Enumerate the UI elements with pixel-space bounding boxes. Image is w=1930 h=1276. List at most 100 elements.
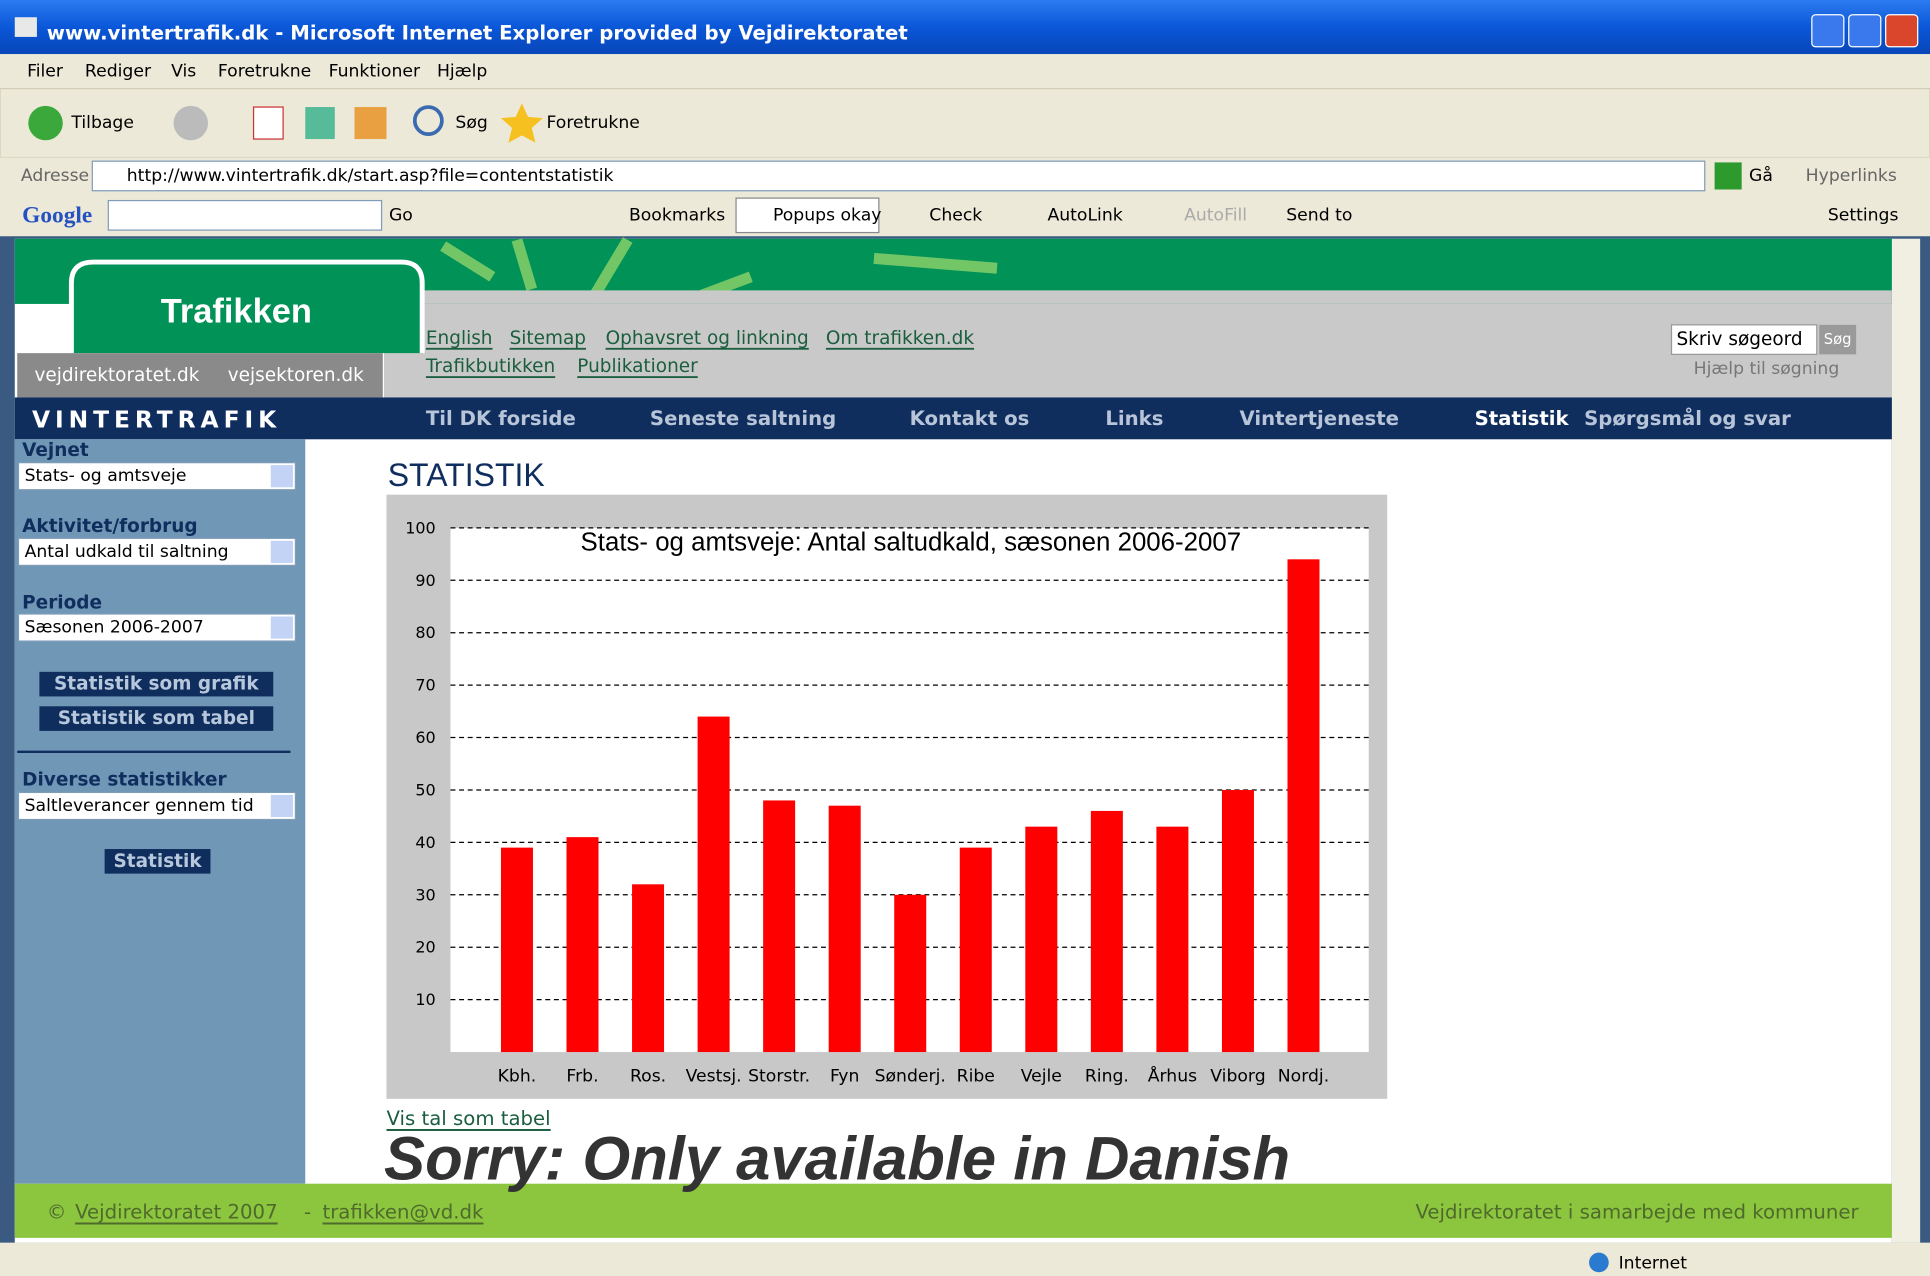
go-label[interactable]: Gå (1749, 165, 1773, 186)
forward-icon[interactable] (173, 105, 209, 141)
google-bar-item[interactable]: Send to (1286, 205, 1352, 225)
footer (14, 1183, 1892, 1238)
nav-item[interactable]: Links (1105, 407, 1163, 430)
select-value: Antal udkald til saltning (25, 542, 229, 562)
menu-item[interactable]: Hjælp (437, 61, 487, 81)
sidebar-label: Diverse statistikker (22, 770, 227, 791)
sidebar-label: Vejnet (22, 440, 89, 461)
google-bar-item[interactable]: Bookmarks (629, 205, 725, 225)
address-label: Adresse (21, 166, 89, 186)
y-tick-label: 90 (415, 571, 435, 590)
top-link[interactable]: Om trafikken.dk (826, 328, 974, 349)
back-icon[interactable] (28, 105, 63, 141)
footer-email[interactable]: trafikken@vd.dk (322, 1201, 484, 1224)
select-arrow[interactable] (270, 540, 293, 563)
google-search-field[interactable] (107, 199, 383, 231)
select-box[interactable] (17, 537, 297, 567)
nav-item[interactable]: Vintertjeneste (1239, 407, 1399, 430)
search-field[interactable] (1670, 324, 1818, 355)
select-box[interactable] (17, 613, 297, 642)
sidebar-button[interactable] (104, 849, 211, 874)
top-link[interactable]: English (426, 328, 493, 349)
search-button[interactable] (1819, 324, 1857, 355)
y-tick-label: 60 (415, 728, 435, 747)
popups-button[interactable] (735, 197, 880, 234)
links-label[interactable]: Hyperlinks (1806, 166, 1897, 186)
toolbar (0, 87, 1930, 159)
top-link[interactable]: Sitemap (510, 328, 586, 349)
brand: VINTERTRAFIK (32, 406, 281, 434)
nav-item[interactable]: Kontakt os (910, 407, 1030, 430)
select-box[interactable] (17, 462, 297, 491)
toolbar-button[interactable]: Foretrukne (547, 113, 640, 133)
search-button-label[interactable]: Søg (1824, 331, 1852, 348)
toolbar-button[interactable]: Tilbage (70, 113, 134, 133)
sidebar-button-label[interactable]: Statistik som grafik (54, 674, 259, 695)
address-field[interactable] (91, 160, 1706, 192)
sidebar-button-label[interactable]: Statistik (113, 851, 202, 872)
sidebar-button[interactable] (39, 706, 274, 731)
toolbar-button[interactable]: Søg (455, 113, 487, 133)
bar (500, 847, 533, 1053)
go-button[interactable] (1714, 162, 1742, 190)
menu-item[interactable]: Filer (27, 61, 64, 81)
footer-owner[interactable]: Vejdirektoratet 2007 (75, 1201, 278, 1224)
bar (894, 894, 927, 1053)
stop-icon[interactable] (252, 106, 284, 140)
bar (1090, 810, 1123, 1053)
refresh-icon[interactable] (305, 107, 335, 140)
google-bar-item[interactable]: Check (929, 205, 982, 225)
favorites-icon[interactable] (500, 103, 543, 143)
y-tick-label: 50 (415, 780, 435, 799)
top-link[interactable]: Ophavsret og linkning (606, 328, 809, 349)
search-help[interactable]: Hjælp til søgning (1694, 359, 1840, 379)
x-tick-label: Ros. (630, 1067, 666, 1087)
bar (632, 884, 665, 1053)
search-icon[interactable] (412, 105, 444, 136)
close-button[interactable] (1885, 14, 1919, 48)
select-box[interactable] (17, 791, 297, 821)
site-tab[interactable]: vejsektoren.dk (228, 365, 364, 386)
select-arrow[interactable] (270, 465, 293, 488)
google-bar-item[interactable]: AutoLink (1047, 205, 1122, 225)
menu-item[interactable]: Vis (171, 61, 196, 81)
address-url: http://www.vintertrafik.dk/start.asp?fil… (127, 166, 614, 186)
footer-symbol: © (47, 1201, 67, 1224)
top-link[interactable]: Trafikbutikken (425, 356, 555, 377)
x-tick-label: Vestsj. (686, 1067, 742, 1087)
home-icon[interactable] (354, 107, 387, 140)
y-tick-label: 30 (415, 885, 435, 904)
table-link[interactable]: Vis tal som tabel (386, 1107, 550, 1130)
links-band-corner (384, 290, 1892, 304)
menu-bar (0, 54, 1930, 89)
nav-item[interactable]: Statistik (1475, 407, 1570, 430)
google-logo: Google (22, 202, 92, 228)
y-tick-label: 70 (415, 676, 435, 695)
site-tab[interactable]: vejdirektoratet.dk (34, 365, 199, 386)
menu-item[interactable]: Foretrukne (218, 61, 311, 81)
maximize-button[interactable] (1848, 14, 1882, 48)
top-link[interactable]: Publikationer (577, 356, 698, 377)
search-placeholder: Skriv søgeord (1676, 329, 1802, 350)
sidebar-button[interactable] (39, 671, 274, 697)
notice: Sorry: Only available in Danish (384, 1125, 1290, 1194)
nav-item[interactable]: Seneste saltning (650, 407, 836, 430)
scrollbar[interactable] (1891, 238, 1921, 1243)
menu-item[interactable]: Rediger (85, 61, 152, 81)
nav-item[interactable]: Spørgsmål og svar (1584, 406, 1791, 430)
minimize-button[interactable] (1811, 14, 1845, 48)
menu-item[interactable]: Funktioner (329, 61, 421, 81)
google-bar-item[interactable]: Popups okay (773, 205, 881, 225)
select-arrow[interactable] (270, 794, 293, 818)
google-bar-item[interactable]: AutoFill (1184, 205, 1247, 225)
sidebar-button-label[interactable]: Statistik som tabel (58, 708, 255, 729)
site-logo: Trafikken (161, 292, 312, 330)
select-arrow[interactable] (270, 616, 293, 639)
x-tick-label: Ring. (1085, 1067, 1129, 1087)
bar (697, 716, 730, 1053)
x-tick-label: Viborg (1210, 1067, 1265, 1087)
nav-item[interactable]: Til DK forside (426, 407, 576, 430)
google-bar-item[interactable]: Go (389, 205, 413, 225)
page-heading: STATISTIK (388, 457, 545, 493)
google-bar-item[interactable]: Settings (1828, 205, 1899, 225)
